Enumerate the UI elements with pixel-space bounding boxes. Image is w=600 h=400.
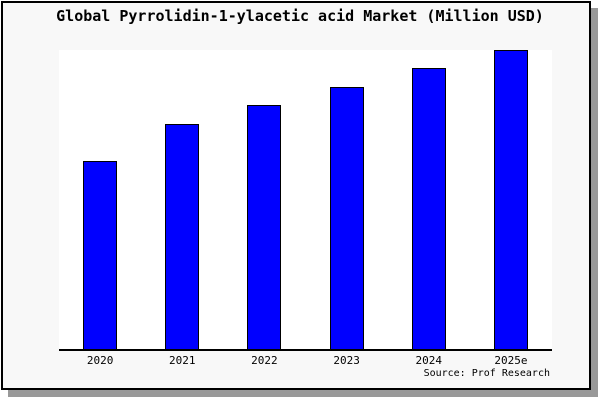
bar-2022	[247, 105, 282, 349]
x-tick-label-2021: 2021	[169, 354, 196, 367]
x-tick-label-2023: 2023	[333, 354, 360, 367]
bar-2023	[329, 87, 364, 349]
x-tick-label-2024: 2024	[415, 354, 443, 367]
source-credit: Source: Prof Research	[423, 368, 550, 379]
bar-2024	[411, 68, 446, 349]
bar-2020	[83, 161, 118, 349]
x-tick-label-2022: 2022	[251, 354, 278, 367]
bar-2021	[165, 124, 200, 349]
x-tick-label-2025e: 2025e	[494, 354, 528, 367]
plot-area	[59, 50, 552, 351]
x-tick-label-2020: 2020	[86, 354, 114, 367]
bar-2025e	[493, 50, 528, 349]
chart-title: Global Pyrrolidin-1-ylacetic acid Market…	[56, 7, 544, 25]
